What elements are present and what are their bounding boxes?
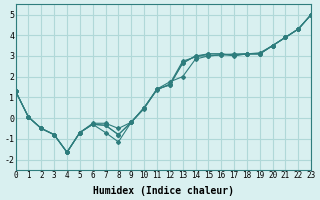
X-axis label: Humidex (Indice chaleur): Humidex (Indice chaleur)	[93, 186, 234, 196]
